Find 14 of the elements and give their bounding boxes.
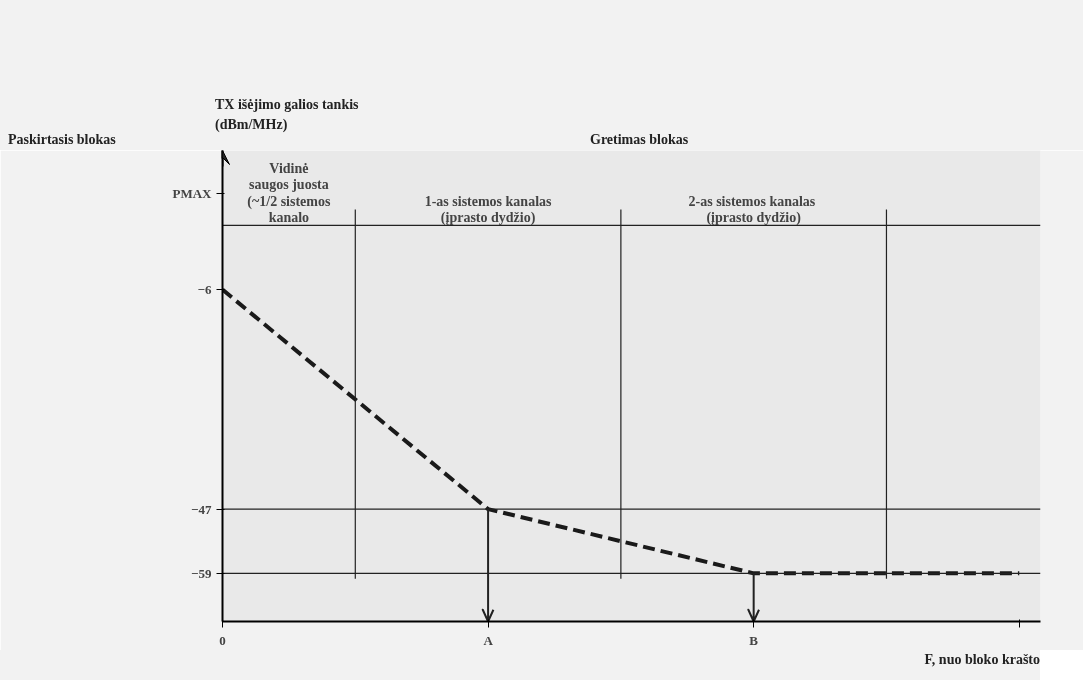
y-tick-label: −6	[197, 282, 212, 298]
y-tick-label: −59	[191, 565, 212, 581]
y-tick-label: PMAX	[172, 185, 213, 201]
x-tick-label: B	[749, 632, 759, 648]
text: Paskirtasis blokas	[8, 131, 116, 149]
x-tick-label: A	[483, 632, 494, 648]
y-tick-label: −47	[191, 501, 212, 517]
x-axis-title: F, nuo bloko krašto	[0, 650, 1040, 680]
x-tick-label: 0	[219, 632, 226, 648]
y-axis-title: TX išėjimo galios tankis (dBm/MHz)	[215, 96, 359, 134]
text: Gretimas blokas	[590, 131, 689, 149]
annotation: 1-as sistemos kanalas (įprasto dydžio)	[424, 193, 553, 227]
annotation: Vidinė saugos juosta (~1/2 sistemos kanalo	[247, 160, 331, 226]
annotation: 2-as sistemos kanalas (įprasto dydžio)	[688, 193, 816, 227]
